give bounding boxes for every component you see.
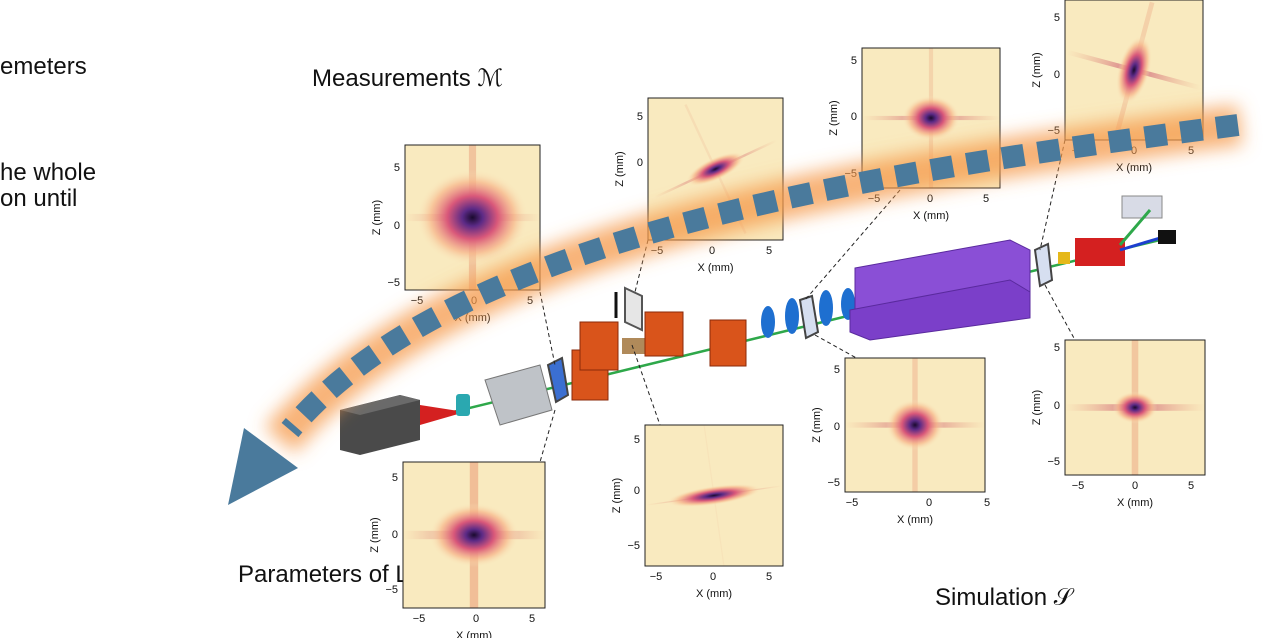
z-tick-label: 0 <box>1054 69 1060 81</box>
z-tick-label: 5 <box>634 434 640 446</box>
z-tick-label: 0 <box>634 485 640 497</box>
beam-spot <box>666 483 762 508</box>
x-tick-label: 0 <box>473 613 479 625</box>
z-axis-label: Z (mm) <box>369 517 381 552</box>
x-tick-label: 5 <box>984 497 990 509</box>
x-axis-label: X (mm) <box>697 262 733 274</box>
plot-simulation: −5 0 5 5 0 −5 X (mm) Z (mm) <box>1031 339 1206 509</box>
x-axis-label: X (mm) <box>696 588 732 600</box>
z-tick-label: 0 <box>834 421 840 433</box>
z-tick-label: 5 <box>1054 12 1060 24</box>
x-tick-label: 0 <box>709 245 715 257</box>
x-tick-label: −5 <box>846 497 859 509</box>
x-tick-label: 0 <box>1132 480 1138 492</box>
z-tick-label: 0 <box>394 220 400 232</box>
x-tick-label: 0 <box>926 497 932 509</box>
beam-spot <box>1112 391 1158 424</box>
beam-spot <box>686 152 745 186</box>
x-axis-label: X (mm) <box>1116 162 1152 174</box>
beam-spot <box>429 503 519 567</box>
z-axis-label: Z (mm) <box>371 200 383 235</box>
z-tick-label: 5 <box>637 111 643 123</box>
z-tick-label: −5 <box>827 477 840 489</box>
plot-frame <box>647 97 784 241</box>
process-arrow <box>228 105 1243 505</box>
plot-frame <box>844 357 986 493</box>
z-tick-label: −5 <box>1047 456 1060 468</box>
x-tick-label: 5 <box>529 613 535 625</box>
x-axis-label: X (mm) <box>456 630 492 638</box>
x-tick-label: −5 <box>650 571 663 583</box>
z-tick-label: 0 <box>1054 400 1060 412</box>
z-axis-label: Z (mm) <box>1031 390 1043 425</box>
z-tick-label: −5 <box>385 584 398 596</box>
x-axis-label: X (mm) <box>1117 497 1153 509</box>
z-tick-label: 5 <box>851 55 857 67</box>
x-tick-label: −5 <box>413 613 426 625</box>
x-tick-label: 5 <box>527 295 533 307</box>
z-tick-label: −5 <box>627 540 640 552</box>
z-axis-label: Z (mm) <box>828 100 840 135</box>
z-tick-label: 5 <box>1054 342 1060 354</box>
x-tick-label: 5 <box>766 571 772 583</box>
x-tick-label: 0 <box>927 193 933 205</box>
x-tick-label: 0 <box>710 571 716 583</box>
plot-simulation: −5 0 5 5 0 −5 X (mm) Z (mm) <box>369 461 546 638</box>
z-tick-label: 0 <box>851 111 857 123</box>
x-tick-label: −5 <box>1072 480 1085 492</box>
plot-frame <box>402 461 546 609</box>
x-axis-label: X (mm) <box>913 210 949 222</box>
left-text: on until <box>0 185 77 212</box>
z-axis-label: Z (mm) <box>614 151 626 186</box>
beam-spot <box>416 169 529 266</box>
x-tick-label: 5 <box>983 193 989 205</box>
plot-frame <box>1064 339 1206 476</box>
z-tick-label: −5 <box>387 277 400 289</box>
x-tick-label: 5 <box>1188 480 1194 492</box>
plot-simulation: −5 0 5 5 0 −5 X (mm) Z (mm) <box>811 357 990 526</box>
left-text: emeters <box>0 53 87 80</box>
x-axis-label: X (mm) <box>897 514 933 526</box>
x-tick-label: −5 <box>411 295 424 307</box>
beam-spot <box>886 399 944 451</box>
z-tick-label: 5 <box>834 364 840 376</box>
left-text: he whole <box>0 159 96 186</box>
plot-simulation: −5 0 5 5 0 −5 X (mm) Z (mm) <box>611 424 784 600</box>
x-tick-label: 5 <box>766 245 772 257</box>
z-tick-label: 0 <box>392 529 398 541</box>
z-axis-label: Z (mm) <box>611 478 623 513</box>
z-tick-label: 5 <box>394 162 400 174</box>
beam-spot <box>902 95 960 141</box>
simulation-label: Simulation 𝒮 <box>935 584 1075 611</box>
beam-spot <box>1116 35 1152 105</box>
measurements-label: Measurements ℳ <box>312 65 503 92</box>
beamline <box>340 195 1176 455</box>
z-axis-label: Z (mm) <box>1031 52 1043 87</box>
z-tick-label: 5 <box>392 472 398 484</box>
plot-frame <box>644 424 784 567</box>
z-axis-label: Z (mm) <box>811 407 823 442</box>
z-tick-label: 0 <box>637 157 643 169</box>
